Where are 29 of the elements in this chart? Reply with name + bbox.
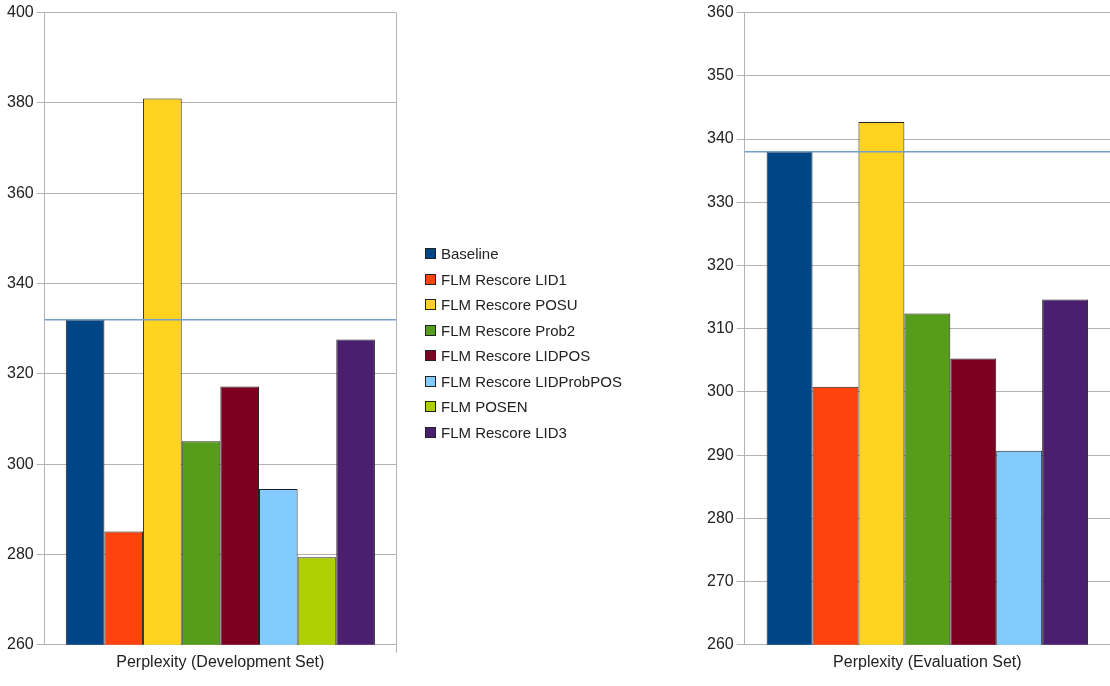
y-tick-label: 400 — [6, 3, 34, 21]
legend-label: FLM Rescore Prob2 — [441, 321, 576, 339]
y-tick-label: 260 — [6, 635, 34, 653]
y-tick-label: 280 — [706, 508, 734, 526]
y-tick-label: 300 — [6, 454, 34, 472]
legend-label: Baseline — [441, 245, 499, 262]
y-tick-label: 330 — [706, 192, 734, 210]
y-tick-label: 360 — [6, 183, 34, 201]
legend-label: FLM Rescore LIDPOS — [441, 347, 591, 364]
x-tick-label: Perplexity (Evaluation Set) — [833, 652, 1022, 670]
legend-label: FLM POSEN — [441, 398, 528, 415]
legend-label: FLM Rescore LID3 — [441, 423, 567, 441]
y-tick-label: 280 — [6, 544, 34, 562]
y-tick-label: 290 — [706, 445, 734, 463]
y-tick-label: 310 — [706, 319, 734, 337]
y-tick-label: 320 — [706, 255, 734, 273]
y-tick-label: 360 — [706, 3, 734, 21]
legend-label: FLM Rescore POSU — [441, 296, 578, 313]
y-tick-label: 340 — [706, 129, 734, 147]
y-tick-label: 260 — [706, 635, 734, 653]
legend-label: FLM Rescore LIDProbPOS — [441, 372, 622, 390]
y-tick-label: 320 — [6, 364, 34, 382]
legend-label: FLM Rescore LID1 — [441, 270, 567, 288]
y-tick-label: 300 — [706, 382, 734, 400]
y-tick-label: 340 — [6, 273, 34, 291]
y-tick-label: 380 — [6, 93, 34, 111]
x-tick-label: Perplexity (Development Set) — [116, 652, 325, 670]
y-tick-label: 270 — [706, 571, 734, 589]
y-tick-label: 350 — [706, 66, 734, 84]
